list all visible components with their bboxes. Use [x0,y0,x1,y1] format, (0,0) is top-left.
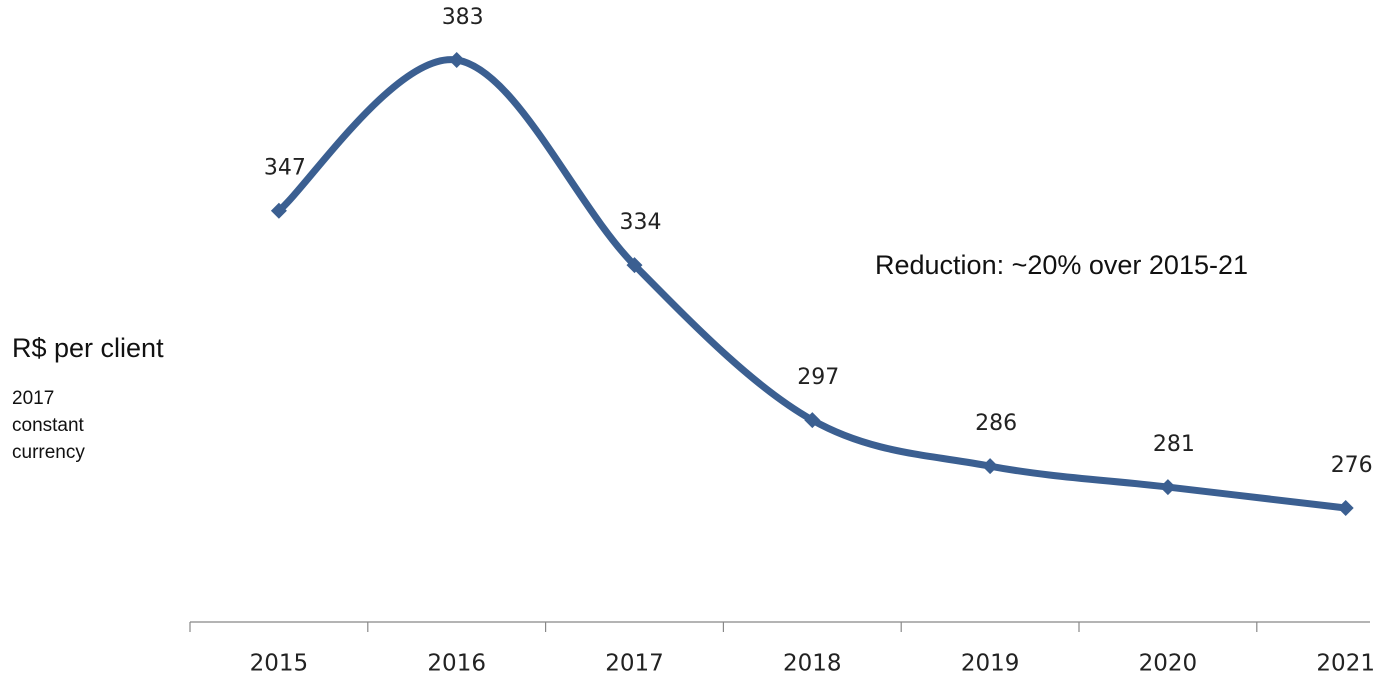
x-tick-label: 2019 [961,651,1020,677]
marker [270,202,287,219]
data-label: 281 [1153,432,1195,457]
y-axis-label: R$ per client [12,333,164,363]
marker [1337,500,1354,516]
marker [448,52,465,68]
x-tick-label: 2015 [250,651,309,677]
marker [1159,479,1176,496]
data-label: 276 [1331,453,1373,478]
marker [804,412,821,429]
data-label: 297 [797,365,839,390]
data-label: 383 [442,5,484,30]
x-tick-label: 2017 [605,651,664,677]
x-tick-label: 2016 [427,651,486,677]
x-tick-label: 2018 [783,651,842,677]
annotation: Reduction: ~20% over 2015-21 [875,250,1249,280]
x-tick-label: 2020 [1139,651,1198,677]
x-tick-label: 2021 [1316,651,1375,677]
marker [982,458,999,475]
data-label: 334 [620,210,662,235]
y-axis-note: 2017 constant currency [12,388,85,463]
data-label: 347 [264,156,306,181]
marker [626,257,643,274]
data-label: 286 [975,411,1017,436]
